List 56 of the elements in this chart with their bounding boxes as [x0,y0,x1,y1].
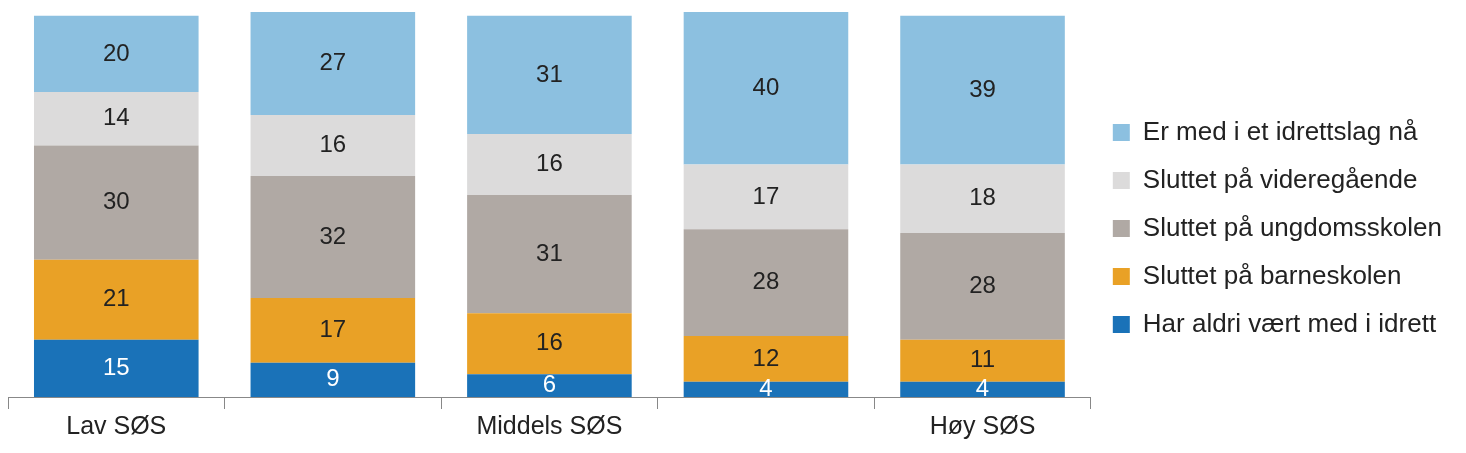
bar [683,229,849,337]
bar [683,381,849,397]
x-tick-label: Middels SØS [476,410,623,439]
data-label: 39 [969,74,996,102]
bar [33,339,199,397]
data-label: 40 [752,72,780,100]
legend-label: Sluttet på ungdomsskolen [1142,211,1443,242]
legend-label: Sluttet på videregående [1142,163,1418,194]
bar [467,133,632,195]
bar [250,362,416,397]
bar [900,381,1065,397]
data-label: 6 [542,370,557,398]
bar [250,297,416,363]
data-label: 14 [102,103,130,131]
data-label: 11 [970,345,995,373]
bar [900,15,1065,165]
data-label: 27 [319,48,347,76]
bar [250,175,416,298]
data-label: 16 [319,130,347,158]
data-label: 16 [536,149,563,177]
data-label: 31 [536,238,563,266]
data-label: 17 [319,314,347,342]
data-label: 28 [752,267,780,295]
legend-label: Er med i et idrettslag nå [1142,115,1418,146]
data-label: 20 [102,38,130,66]
bar [250,114,416,176]
bar [900,233,1065,340]
x-tick-label: Lav SØS [66,410,167,439]
data-label: 31 [536,59,563,87]
bar [683,12,849,165]
data-label: 32 [319,221,347,249]
data-label: 4 [975,374,990,401]
data-label: 30 [102,187,130,215]
data-label: 21 [102,284,130,312]
legend-label: Sluttet på barneskolen [1142,259,1402,290]
bar [467,374,632,397]
bar [467,194,632,314]
bar [33,259,199,340]
bar [683,164,849,230]
data-label: 15 [102,353,130,381]
x-tick-label: Høy SØS [929,410,1036,439]
data-label: 12 [752,343,780,371]
bar [33,145,199,260]
bar [900,164,1065,234]
bar [250,12,416,115]
data-label: 9 [326,364,340,392]
data-label: 28 [969,271,996,299]
legend-label: Har aldri vært med i idrett [1142,307,1437,338]
data-label: 16 [536,328,563,356]
bar [467,313,632,375]
data-label: 17 [752,181,780,209]
data-label: 18 [969,183,996,211]
bar [33,92,199,146]
bar [467,15,632,134]
bar [33,15,199,93]
data-label: 4 [759,374,773,401]
